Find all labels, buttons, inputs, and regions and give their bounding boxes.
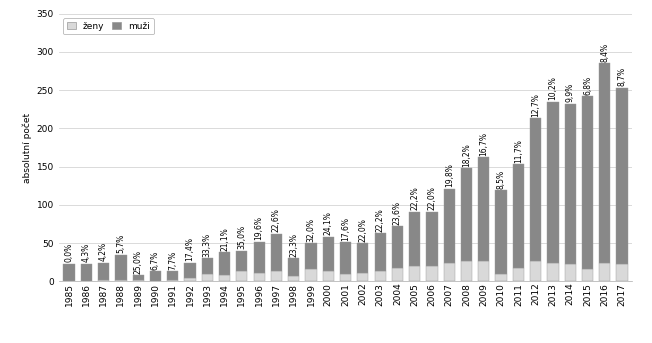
Text: 16,7%: 16,7% xyxy=(479,132,488,156)
Bar xyxy=(582,96,593,269)
Text: 22,2%: 22,2% xyxy=(410,187,419,210)
Bar xyxy=(565,104,576,264)
Bar xyxy=(323,271,334,281)
Bar xyxy=(150,271,161,281)
Bar xyxy=(409,212,421,266)
Text: 0,0%: 0,0% xyxy=(65,243,74,262)
Text: 19,8%: 19,8% xyxy=(445,163,454,187)
Text: 9,9%: 9,9% xyxy=(566,83,574,103)
Text: 25,0%: 25,0% xyxy=(134,250,143,274)
Bar xyxy=(115,255,126,280)
Bar xyxy=(201,258,213,274)
Text: 22,0%: 22,0% xyxy=(359,218,367,241)
Bar xyxy=(305,243,317,269)
Text: 6,7%: 6,7% xyxy=(151,250,160,270)
Bar xyxy=(616,264,628,281)
Legend: ženy, muži: ženy, muži xyxy=(63,18,153,34)
Bar xyxy=(340,274,351,281)
Bar xyxy=(496,273,507,281)
Bar xyxy=(132,280,144,281)
Text: 22,6%: 22,6% xyxy=(272,209,281,232)
Bar xyxy=(461,261,472,281)
Y-axis label: absolutní počet: absolutní počet xyxy=(23,113,33,182)
Bar xyxy=(288,258,299,276)
Text: 10,2%: 10,2% xyxy=(548,76,557,100)
Text: 7,7%: 7,7% xyxy=(168,250,177,270)
Bar xyxy=(236,251,248,271)
Bar xyxy=(98,263,110,281)
Bar xyxy=(478,261,490,281)
Text: 8,4%: 8,4% xyxy=(600,43,609,62)
Bar xyxy=(254,273,265,281)
Bar xyxy=(185,278,196,281)
Bar xyxy=(426,212,437,266)
Bar xyxy=(426,266,437,281)
Bar xyxy=(271,271,282,281)
Bar xyxy=(357,273,368,281)
Bar xyxy=(63,264,75,281)
Bar xyxy=(392,226,403,268)
Bar xyxy=(443,189,455,263)
Bar xyxy=(305,269,317,281)
Bar xyxy=(201,274,213,281)
Bar xyxy=(547,263,559,281)
Bar xyxy=(599,263,610,281)
Text: 22,2%: 22,2% xyxy=(376,208,385,232)
Bar xyxy=(374,271,386,281)
Bar xyxy=(443,263,455,281)
Text: 8,5%: 8,5% xyxy=(497,170,505,189)
Bar xyxy=(478,157,490,261)
Text: 22,0%: 22,0% xyxy=(428,186,436,210)
Bar xyxy=(392,268,403,281)
Text: 6,8%: 6,8% xyxy=(583,75,592,95)
Text: 5,7%: 5,7% xyxy=(117,234,125,253)
Text: 12,7%: 12,7% xyxy=(531,93,540,117)
Bar xyxy=(599,63,610,263)
Bar xyxy=(185,263,196,278)
Bar xyxy=(565,264,576,281)
Text: 17,4%: 17,4% xyxy=(186,237,194,261)
Bar xyxy=(357,243,368,273)
Text: 4,2%: 4,2% xyxy=(99,242,108,261)
Text: 8,7%: 8,7% xyxy=(617,67,627,86)
Bar xyxy=(254,241,265,273)
Bar xyxy=(167,271,179,281)
Bar xyxy=(115,280,126,281)
Text: 24,1%: 24,1% xyxy=(324,212,333,235)
Bar xyxy=(132,275,144,280)
Bar xyxy=(219,252,230,275)
Bar xyxy=(288,276,299,281)
Text: 33,3%: 33,3% xyxy=(203,233,212,257)
Text: 4,3%: 4,3% xyxy=(82,243,91,262)
Bar xyxy=(512,164,524,268)
Bar xyxy=(340,242,351,274)
Bar xyxy=(547,102,559,263)
Bar xyxy=(461,168,472,261)
Bar xyxy=(512,268,524,281)
Bar xyxy=(271,234,282,271)
Bar xyxy=(582,269,593,281)
Bar xyxy=(496,190,507,273)
Text: 35,0%: 35,0% xyxy=(237,225,246,249)
Bar xyxy=(81,264,92,281)
Text: 21,1%: 21,1% xyxy=(220,227,229,251)
Bar xyxy=(374,233,386,271)
Text: 23,3%: 23,3% xyxy=(289,233,298,257)
Text: 18,2%: 18,2% xyxy=(462,143,471,167)
Bar xyxy=(530,118,541,261)
Bar xyxy=(219,275,230,281)
Bar xyxy=(323,237,334,271)
Bar xyxy=(530,261,541,281)
Bar xyxy=(409,266,421,281)
Bar xyxy=(616,88,628,264)
Text: 11,7%: 11,7% xyxy=(514,139,523,163)
Bar xyxy=(236,271,248,281)
Text: 19,6%: 19,6% xyxy=(255,216,263,240)
Text: 32,0%: 32,0% xyxy=(306,217,316,241)
Text: 23,6%: 23,6% xyxy=(393,201,402,225)
Text: 17,6%: 17,6% xyxy=(341,217,350,241)
